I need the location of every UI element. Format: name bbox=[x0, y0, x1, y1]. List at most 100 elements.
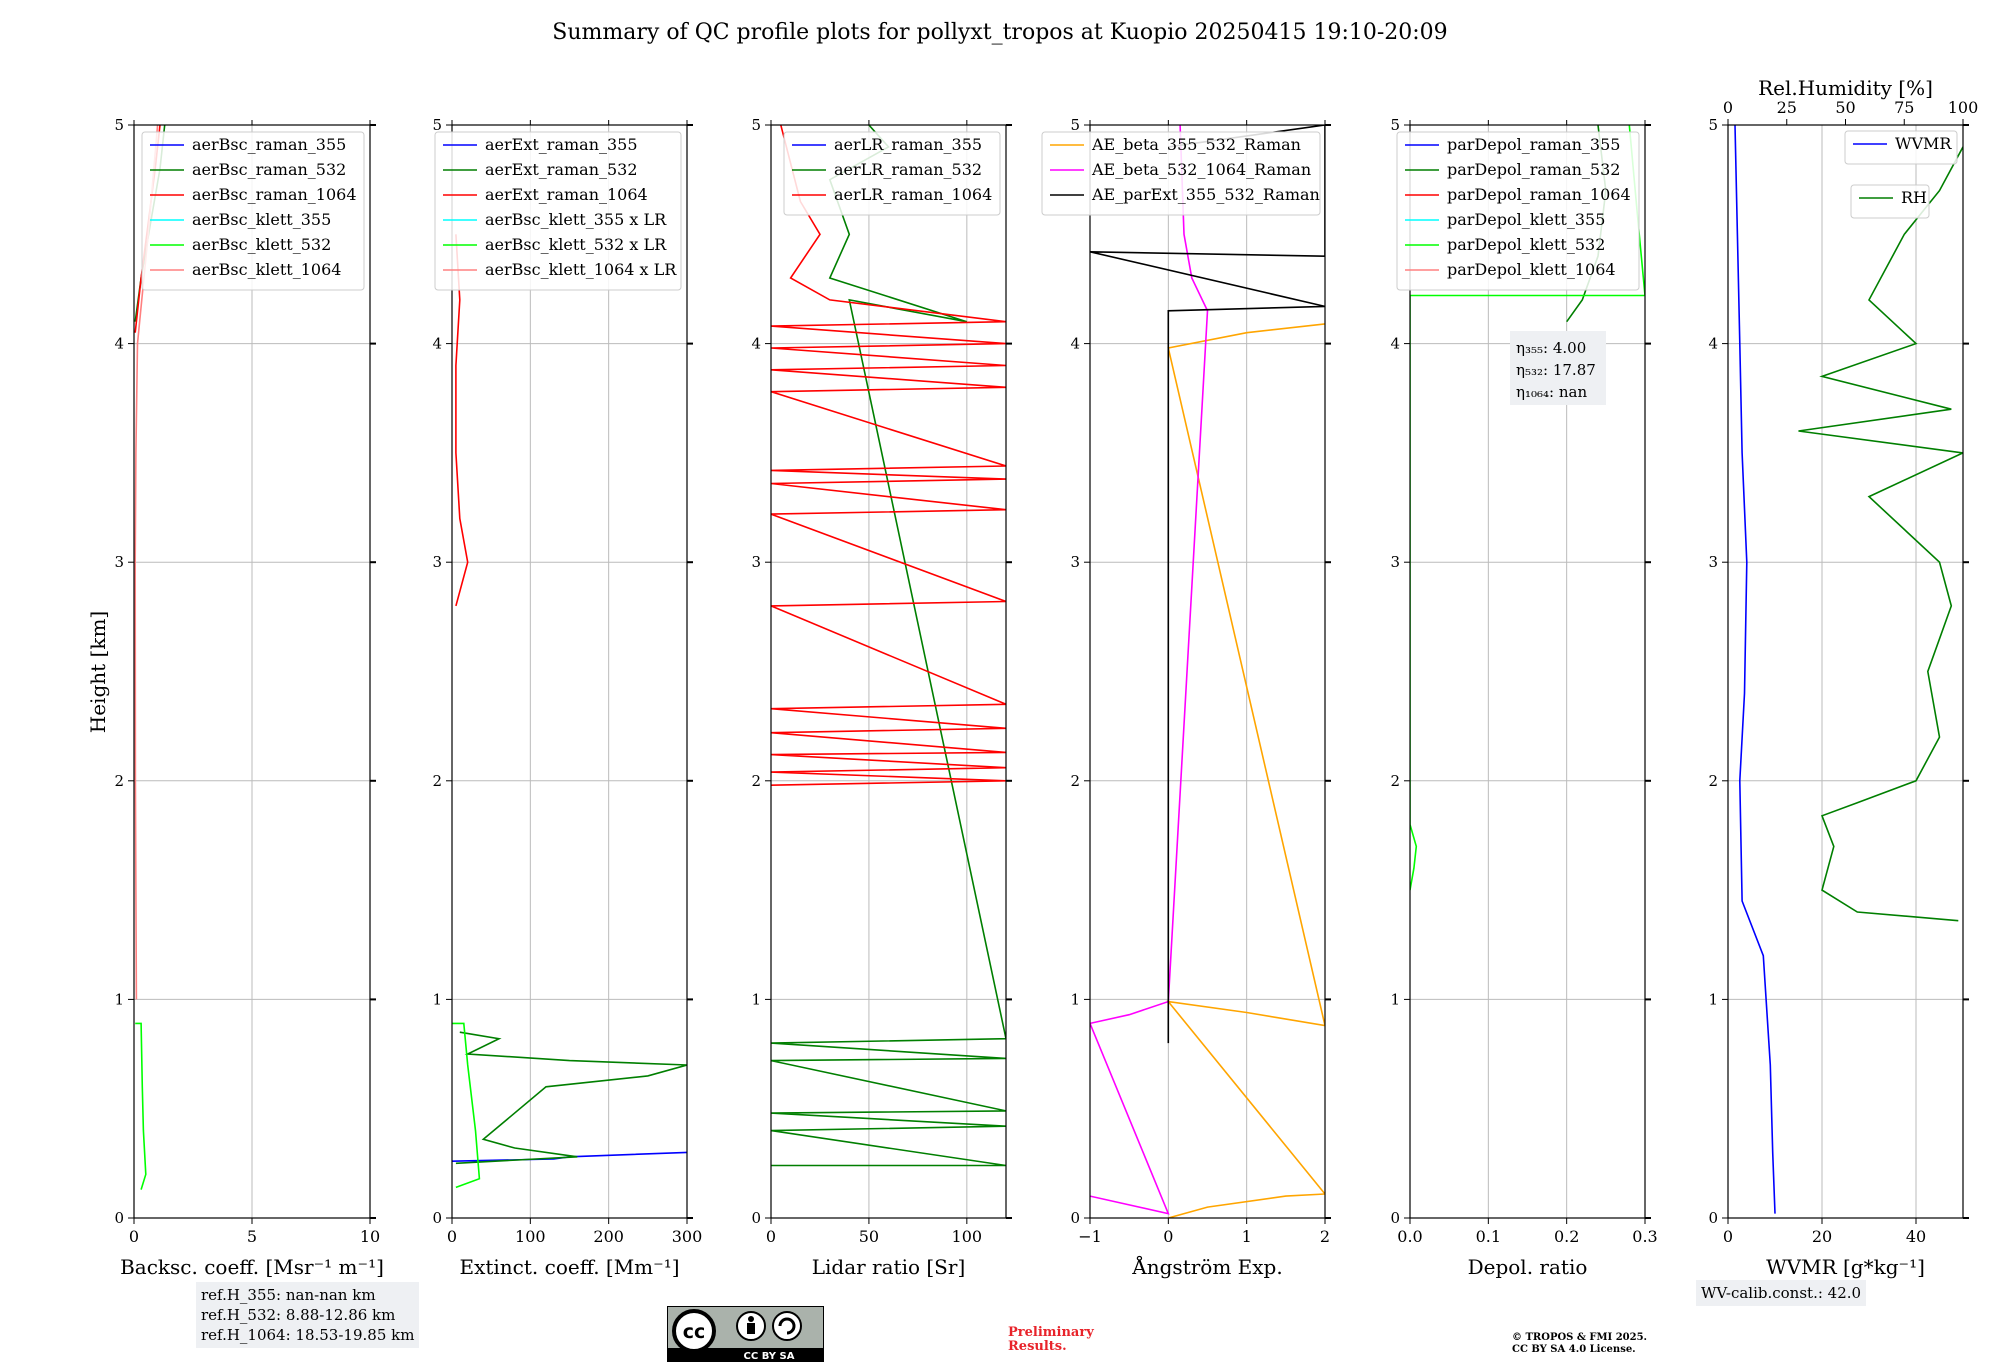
legend-label: aerLR_raman_355 bbox=[834, 135, 982, 154]
legend-frame bbox=[1396, 131, 1640, 291]
x-tick-label: 0.1 bbox=[1476, 1227, 1501, 1246]
y-tick-label: 3 bbox=[114, 553, 124, 571]
x-tick-label: 20 bbox=[1812, 1227, 1832, 1246]
y-tick-label: 3 bbox=[1708, 553, 1718, 571]
legend-rh: RH bbox=[1850, 184, 1930, 219]
series-group bbox=[1734, 125, 1963, 1214]
legend-frame bbox=[783, 131, 1001, 216]
legend-label: AE_parExt_355_532_Raman bbox=[1091, 185, 1320, 204]
legend-label: aerExt_raman_532 bbox=[485, 160, 638, 179]
ref-height-532: ref.H_532: 8.88-12.86 km bbox=[201, 1306, 396, 1324]
y-tick-label: 1 bbox=[1390, 990, 1400, 1008]
legend-label: parDepol_klett_1064 bbox=[1447, 260, 1616, 279]
series-group bbox=[1090, 125, 1325, 1218]
y-tick-label: 4 bbox=[1390, 335, 1400, 353]
y-tick-label: 4 bbox=[114, 335, 124, 353]
y-tick-label: 1 bbox=[1070, 990, 1080, 1008]
panel-wv: WVMR RH bbox=[1722, 119, 1969, 1224]
legend-frame bbox=[141, 131, 365, 291]
y-tick-label: 4 bbox=[432, 335, 442, 353]
x-tick-label: 2 bbox=[1320, 1227, 1330, 1246]
legend-label: parDepol_klett_532 bbox=[1447, 235, 1605, 254]
series-line-AE_beta_355_532_Raman bbox=[1166, 323, 1325, 1218]
y-axis-label: Height [km] bbox=[86, 611, 110, 733]
y-tick-label: 3 bbox=[1070, 553, 1080, 571]
x2-tick-label: 25 bbox=[1777, 98, 1797, 117]
legend-label: aerBsc_klett_1064 x LR bbox=[485, 260, 677, 279]
x-tick-label: 100 bbox=[515, 1227, 546, 1246]
x-tick-label: 1 bbox=[1242, 1227, 1252, 1246]
wv-calibration-constant: WV-calib.const.: 42.0 bbox=[1701, 1284, 1862, 1302]
x-tick-label: 200 bbox=[593, 1227, 624, 1246]
series-group bbox=[452, 234, 687, 1189]
x-axis-label: Ångström Exp. bbox=[1131, 1254, 1282, 1279]
y-tick-label: 2 bbox=[1390, 772, 1400, 790]
axes-frame bbox=[770, 124, 1007, 1219]
y-tick-label: 1 bbox=[751, 990, 761, 1008]
copyright-line-1: © TROPOS & FMI 2025. bbox=[1512, 1332, 1648, 1343]
y-tick-label: 1 bbox=[432, 990, 442, 1008]
legend-wvmr: WVMR bbox=[1844, 130, 1958, 165]
x-axis-label: Extinct. coeff. [Mm⁻¹] bbox=[459, 1255, 679, 1279]
series-line-AE_parExt_355_532_Raman bbox=[1090, 125, 1325, 1044]
x2-tick-label: 50 bbox=[1835, 98, 1855, 117]
y-tick-label: 0 bbox=[432, 1209, 442, 1227]
legend-frame bbox=[1850, 184, 1930, 219]
series-group bbox=[771, 125, 1006, 1167]
series-line-WVMR bbox=[1734, 125, 1776, 1214]
legend-label: RH bbox=[1901, 188, 1927, 207]
y-tick-label: 0 bbox=[114, 1209, 124, 1227]
y-tick-label: 0 bbox=[1070, 1209, 1080, 1227]
legend-label: AE_beta_355_532_Raman bbox=[1091, 135, 1301, 154]
y-tick-label: 3 bbox=[432, 553, 442, 571]
preliminary-line-1: Preliminary bbox=[1008, 1325, 1094, 1340]
legend: aerExt_raman_355 aerExt_raman_532 aerExt_r… bbox=[434, 131, 682, 291]
y-tick-label: 4 bbox=[1070, 335, 1080, 353]
y-tick-label: 1 bbox=[114, 990, 124, 1008]
y-tick-label: 0 bbox=[1708, 1209, 1718, 1227]
y-tick-label: 5 bbox=[432, 116, 442, 134]
svg-text:cc: cc bbox=[683, 1321, 706, 1343]
legend-label: aerExt_raman_1064 bbox=[485, 185, 648, 204]
license-badge-text: CC BY SA bbox=[744, 1351, 795, 1362]
copyright-note: © TROPOS & FMI 2025. CC BY SA 4.0 Licens… bbox=[1512, 1332, 1647, 1356]
legend-label: aerBsc_klett_532 bbox=[192, 235, 331, 254]
x-tick-label: 300 bbox=[672, 1227, 703, 1246]
y-tick-label: 5 bbox=[1708, 116, 1718, 134]
x-tick-label: 0.3 bbox=[1632, 1227, 1657, 1246]
legend-label: aerBsc_raman_1064 bbox=[192, 185, 357, 204]
x2-tick-label: 0 bbox=[1723, 98, 1733, 117]
panel-bsc: aerBsc_raman_355 aerBsc_raman_532 aerBsc_r… bbox=[128, 120, 376, 1224]
legend-label: parDepol_raman_1064 bbox=[1447, 185, 1631, 204]
x-axis-label: Backsc. coeff. [Msr⁻¹ m⁻¹] bbox=[120, 1255, 384, 1279]
x-axis-label: WVMR [g*kg⁻¹] bbox=[1766, 1255, 1925, 1279]
copyright-line-2: CC BY SA 4.0 License. bbox=[1512, 1344, 1636, 1355]
y-tick-label: 1 bbox=[1708, 990, 1718, 1008]
legend-label: aerLR_raman_1064 bbox=[834, 185, 992, 204]
x-tick-label: 40 bbox=[1906, 1227, 1926, 1246]
y-tick-label: 3 bbox=[751, 553, 761, 571]
series-line-aerExt_raman_532 bbox=[455, 1031, 687, 1165]
axes-frame bbox=[1409, 124, 1646, 1219]
y-tick-label: 2 bbox=[114, 772, 124, 790]
x-tick-label: 0 bbox=[1723, 1227, 1733, 1246]
y-tick-label: 0 bbox=[1390, 1209, 1400, 1227]
legend-label: aerBsc_klett_355 x LR bbox=[485, 210, 667, 229]
y-tick-label: 0 bbox=[751, 1209, 761, 1227]
legend-label: parDepol_klett_355 bbox=[1447, 210, 1605, 229]
series-line-aerLR_raman_1064 bbox=[771, 125, 1006, 786]
x-tick-label: 100 bbox=[952, 1227, 983, 1246]
axes-frame bbox=[1089, 124, 1326, 1219]
x2-axis-label: Rel.Humidity [%] bbox=[1758, 76, 1933, 100]
series-line-aerExt_raman_1064 bbox=[455, 234, 469, 607]
series-line-aerBsc_klett_532 bbox=[135, 1022, 147, 1190]
eta-value: η₁₀₆₄: nan bbox=[1516, 383, 1587, 401]
y-tick-label: 2 bbox=[751, 772, 761, 790]
ref-height-1064: ref.H_1064: 18.53-19.85 km bbox=[201, 1326, 415, 1344]
legend: aerLR_raman_355 aerLR_raman_532 aerLR_rama… bbox=[783, 131, 1001, 216]
legend-label: aerBsc_raman_532 bbox=[192, 160, 346, 179]
legend: parDepol_raman_355 parDepol_raman_532 parD… bbox=[1396, 131, 1640, 291]
panel-ext: aerExt_raman_355 aerExt_raman_532 aerExt_r… bbox=[434, 120, 693, 1224]
ref-height-355: ref.H_355: nan-nan km bbox=[201, 1286, 376, 1304]
legend-label: aerBsc_klett_355 bbox=[192, 210, 331, 229]
